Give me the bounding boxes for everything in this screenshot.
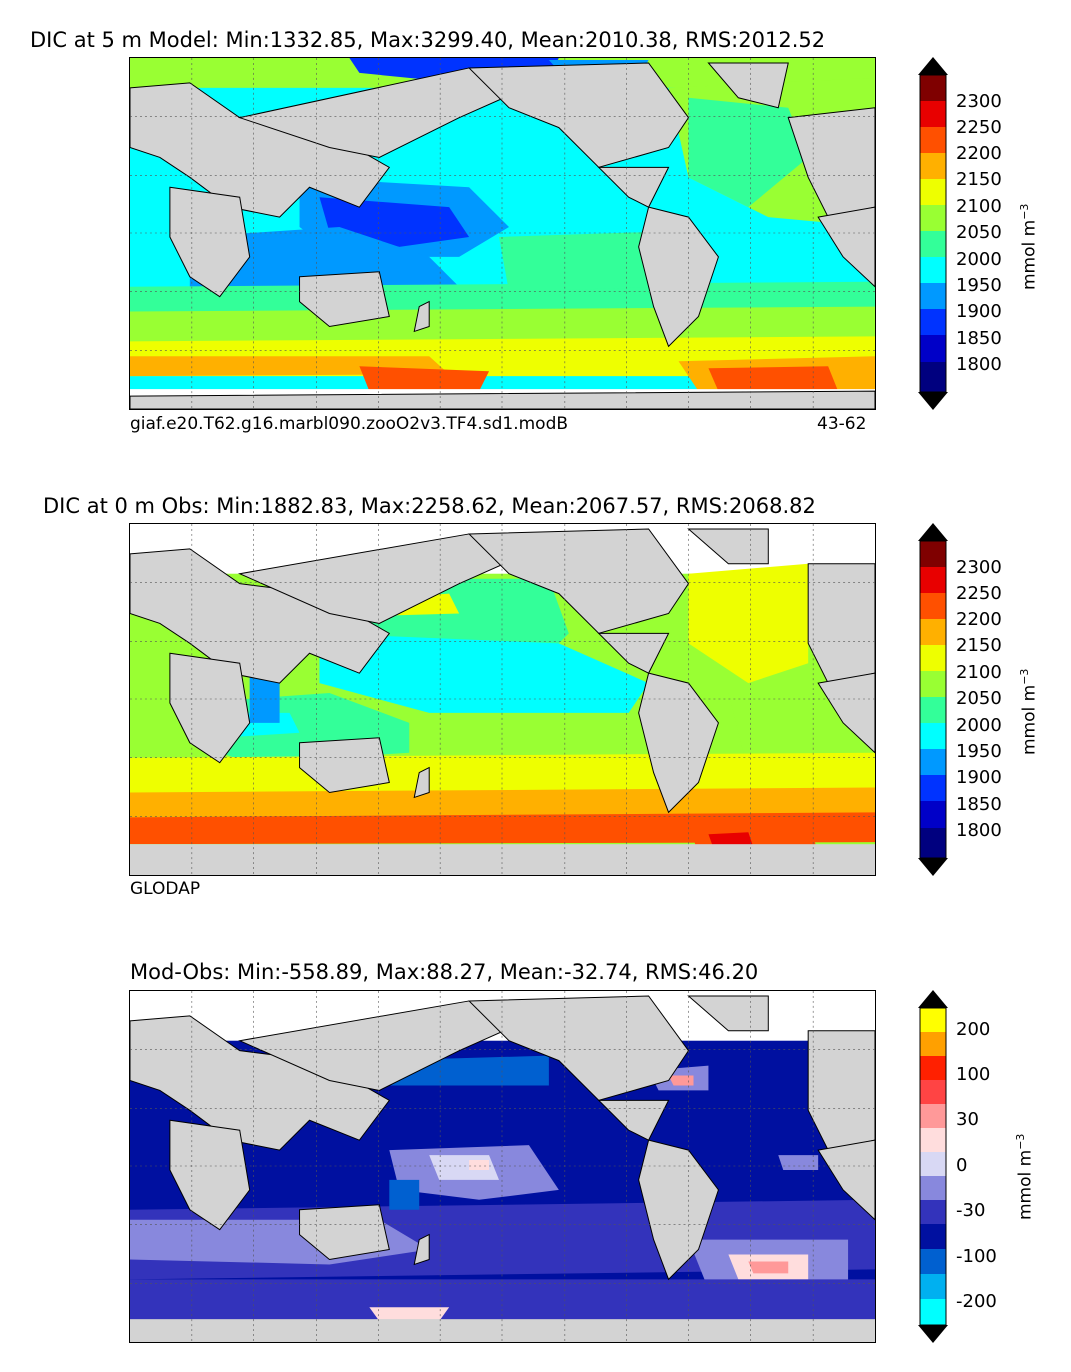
panel3-cb-tick: 200 (956, 1019, 991, 1040)
panel2-cb-tick: 2050 (956, 688, 1002, 709)
panel2-title: DIC at 0 m Obs: Min:1882.83, Max:2258.62… (43, 494, 816, 518)
panel2-cb-tick: 2200 (956, 609, 1002, 630)
panel1-cb-tick: 2000 (956, 249, 1002, 270)
panel1-cb-tick: 2050 (956, 222, 1002, 243)
panel2-cb-tick: 2300 (956, 557, 1002, 578)
panel3-title: Mod-Obs: Min:-558.89, Max:88.27, Mean:-3… (130, 960, 759, 984)
panel2-cb-tick: 2250 (956, 583, 1002, 604)
panel3-cb-tick: -200 (956, 1291, 997, 1312)
panel3-cb-unit-label: mmol m−3 (1014, 1133, 1036, 1220)
panel3-cb-tick: 30 (956, 1109, 979, 1130)
panel2-map (129, 523, 876, 876)
panel1-cb-tick: 1900 (956, 301, 1002, 322)
panel3-map (129, 990, 876, 1343)
panel1-cb-unit-label: mmol m−3 (1018, 203, 1040, 290)
panel1-cb-tick: 1850 (956, 328, 1002, 349)
panel3-cb-tick: -30 (956, 1200, 986, 1221)
panel1-cb-tick: 2300 (956, 91, 1002, 112)
panel1-map (129, 57, 876, 410)
panel1-colorbar (918, 57, 948, 410)
panel1-cb-tick: 1950 (956, 275, 1002, 296)
panel1-cb-tick: 2150 (956, 169, 1002, 190)
panel1-cb-tick: 2100 (956, 196, 1002, 217)
panel1-cb-tick: 2250 (956, 117, 1002, 138)
panel2-cb-tick: 1900 (956, 767, 1002, 788)
panel2-cb-tick: 1850 (956, 794, 1002, 815)
panel3-cb-tick: -100 (956, 1246, 997, 1267)
panel1-cb-tick: 1800 (956, 354, 1002, 375)
panel2-cb-tick: 2000 (956, 715, 1002, 736)
panel2-cb-tick: 2100 (956, 662, 1002, 683)
panel2-cb-tick: 1800 (956, 820, 1002, 841)
panel3-colorbar (918, 990, 948, 1343)
panel2-cb-tick: 1950 (956, 741, 1002, 762)
panel1-title: DIC at 5 m Model: Min:1332.85, Max:3299.… (30, 28, 826, 52)
panel3-cb-tick: 0 (956, 1155, 968, 1176)
panel2-cb-unit-label: mmol m−3 (1018, 668, 1040, 755)
panel3-cb-tick: 100 (956, 1064, 991, 1085)
panel2-colorbar (918, 523, 948, 876)
panel1-year-range: 43-62 (817, 414, 867, 434)
panel1-cb-tick: 2200 (956, 143, 1002, 164)
panel2-source-label: GLODAP (130, 879, 201, 899)
panel1-case-name: giaf.e20.T62.g16.marbl090.zooO2v3.TF4.sd… (130, 414, 569, 434)
panel2-cb-tick: 2150 (956, 635, 1002, 656)
